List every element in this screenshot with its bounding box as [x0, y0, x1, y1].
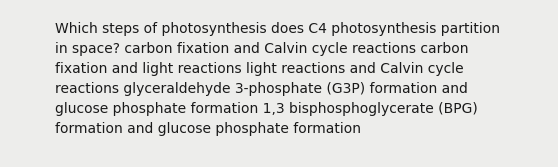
- Text: Which steps of photosynthesis does C4 photosynthesis partition
in space? carbon : Which steps of photosynthesis does C4 ph…: [55, 22, 500, 136]
